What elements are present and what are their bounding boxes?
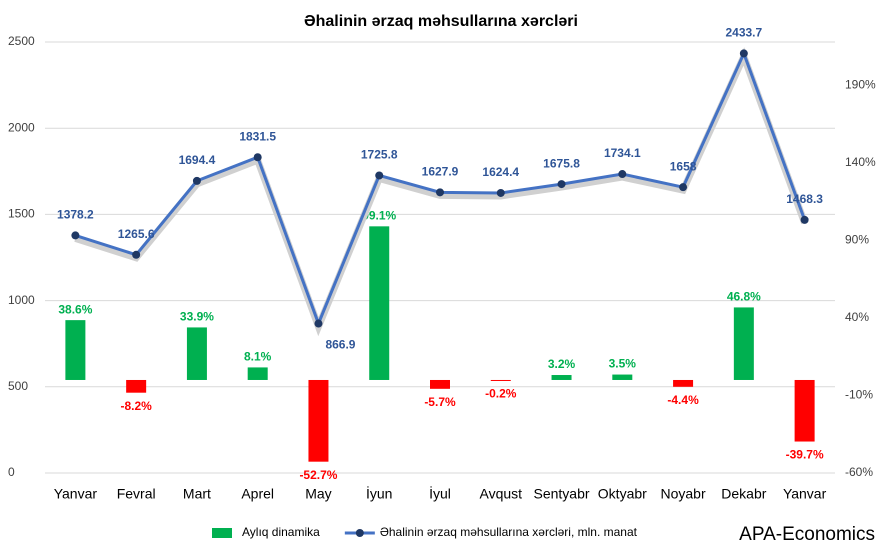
bar: [490, 379, 511, 381]
legend-label: Aylıq dinamika: [242, 525, 320, 539]
bar-label: 46.8%: [727, 290, 761, 304]
marker: [800, 215, 809, 224]
line-label: 1658: [670, 159, 697, 173]
bar-label: -0.2%: [485, 386, 517, 400]
x-tick-label: Noyabr: [661, 486, 706, 502]
line-label: 1694.4: [179, 153, 216, 167]
credit: APA-Economics: [739, 524, 875, 545]
line-label: 1624.4: [482, 165, 519, 179]
y2-tick-label: 90%: [845, 233, 869, 247]
x-tick-label: Sentyabr: [534, 486, 590, 502]
y2-tick-label: -60%: [845, 465, 873, 479]
line-label: 1265.6: [118, 227, 155, 241]
bar-label: 99.1%: [362, 209, 396, 223]
bar: [430, 379, 450, 389]
line-label: 1378.2: [57, 208, 94, 222]
y-tick-label: 1000: [8, 293, 35, 307]
y2-tick-label: 140%: [845, 155, 876, 169]
chart-title: Əhalinin ərzaq məhsullarına xərcləri: [304, 13, 578, 30]
bar: [673, 379, 694, 387]
bar: [65, 320, 86, 380]
bar-label: -5.7%: [424, 395, 456, 409]
marker: [314, 319, 323, 328]
x-tick-label: Dekabr: [721, 486, 766, 502]
y-tick-label: 500: [8, 379, 28, 393]
bar-label: -52.7%: [299, 468, 337, 482]
marker: [496, 188, 505, 197]
line-label: 1725.8: [361, 148, 398, 162]
bar-label: 8.1%: [244, 350, 272, 364]
bar: [126, 379, 147, 393]
marker: [192, 176, 201, 185]
y2-tick-label: 190%: [845, 78, 876, 92]
bar: [612, 374, 633, 380]
y-tick-label: 2000: [8, 120, 35, 134]
x-tick-label: Yanvar: [783, 486, 827, 502]
legend-label: Əhalinin ərzaq məhsullarına xərcləri, ml…: [380, 525, 638, 539]
y-tick-label: 0: [8, 465, 15, 479]
bar-label: 3.5%: [609, 357, 637, 371]
marker: [618, 170, 627, 179]
marker: [132, 250, 141, 259]
bar-label: 33.9%: [180, 310, 214, 324]
y2-tick-label: -10%: [845, 388, 873, 402]
x-tick-label: May: [305, 486, 331, 502]
x-tick-label: İyul: [429, 485, 451, 502]
marker: [253, 153, 262, 162]
y-tick-label: 1500: [8, 207, 35, 221]
marker: [679, 183, 688, 192]
bar: [186, 327, 207, 380]
bar: [733, 307, 754, 380]
line-label: 1831.5: [239, 129, 276, 143]
y-tick-label: 2500: [8, 34, 35, 48]
legend-marker: [355, 529, 364, 537]
line-label: 2433.7: [725, 26, 762, 40]
x-tick-label: Avqust: [479, 486, 522, 502]
bar: [308, 379, 329, 462]
line-label: 1675.8: [543, 156, 580, 170]
y2-tick-label: 40%: [845, 310, 869, 324]
bar-label: 38.6%: [58, 302, 92, 316]
line-label: 1468.3: [786, 192, 823, 206]
bar-label: -4.4%: [667, 393, 699, 407]
legend-swatch: [212, 528, 232, 538]
line-label: 1627.9: [422, 165, 459, 179]
bar: [794, 379, 815, 442]
marker: [436, 188, 444, 197]
marker: [739, 49, 748, 58]
line-label: 1734.1: [604, 146, 641, 160]
marker: [557, 180, 566, 189]
x-tick-label: Mart: [183, 486, 211, 502]
marker: [375, 171, 384, 180]
bar-label: 3.2%: [548, 357, 576, 371]
bar: [369, 226, 390, 380]
bar: [551, 375, 572, 380]
x-tick-label: İyun: [366, 485, 392, 502]
line-label: 866.9: [325, 338, 355, 352]
bar-label: -8.2%: [120, 399, 152, 413]
bar-label: -39.7%: [786, 448, 824, 462]
x-tick-label: Yanvar: [54, 486, 98, 502]
marker: [71, 231, 80, 240]
x-tick-label: Aprel: [241, 486, 274, 502]
x-tick-label: Oktyabr: [598, 486, 647, 502]
bar: [247, 367, 268, 380]
x-tick-label: Fevral: [117, 486, 156, 502]
